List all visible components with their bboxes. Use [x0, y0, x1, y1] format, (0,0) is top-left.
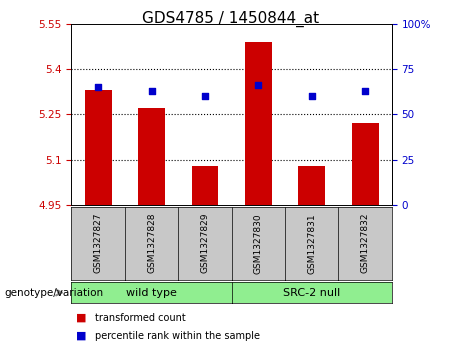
Point	[254, 82, 262, 88]
Bar	[298, 166, 325, 205]
Text: GSM1327831: GSM1327831	[307, 213, 316, 274]
Text: GSM1327832: GSM1327832	[361, 213, 370, 273]
Point	[361, 88, 369, 94]
Text: GSM1327828: GSM1327828	[147, 213, 156, 273]
Text: ■: ■	[76, 331, 87, 341]
Text: GDS4785 / 1450844_at: GDS4785 / 1450844_at	[142, 11, 319, 27]
Point	[148, 88, 155, 94]
Point	[201, 93, 209, 99]
Bar	[85, 90, 112, 205]
Point	[95, 84, 102, 90]
Text: wild type: wild type	[126, 287, 177, 298]
Bar	[192, 166, 219, 205]
Text: GSM1327830: GSM1327830	[254, 213, 263, 274]
Text: SRC-2 null: SRC-2 null	[283, 287, 340, 298]
Text: percentile rank within the sample: percentile rank within the sample	[95, 331, 260, 341]
Bar	[245, 42, 272, 205]
Text: GSM1327829: GSM1327829	[201, 213, 209, 273]
Bar	[352, 123, 378, 205]
Text: transformed count: transformed count	[95, 313, 185, 323]
Text: genotype/variation: genotype/variation	[5, 287, 104, 298]
Point	[308, 93, 315, 99]
Bar	[138, 108, 165, 205]
Text: ■: ■	[76, 313, 87, 323]
Text: GSM1327827: GSM1327827	[94, 213, 103, 273]
